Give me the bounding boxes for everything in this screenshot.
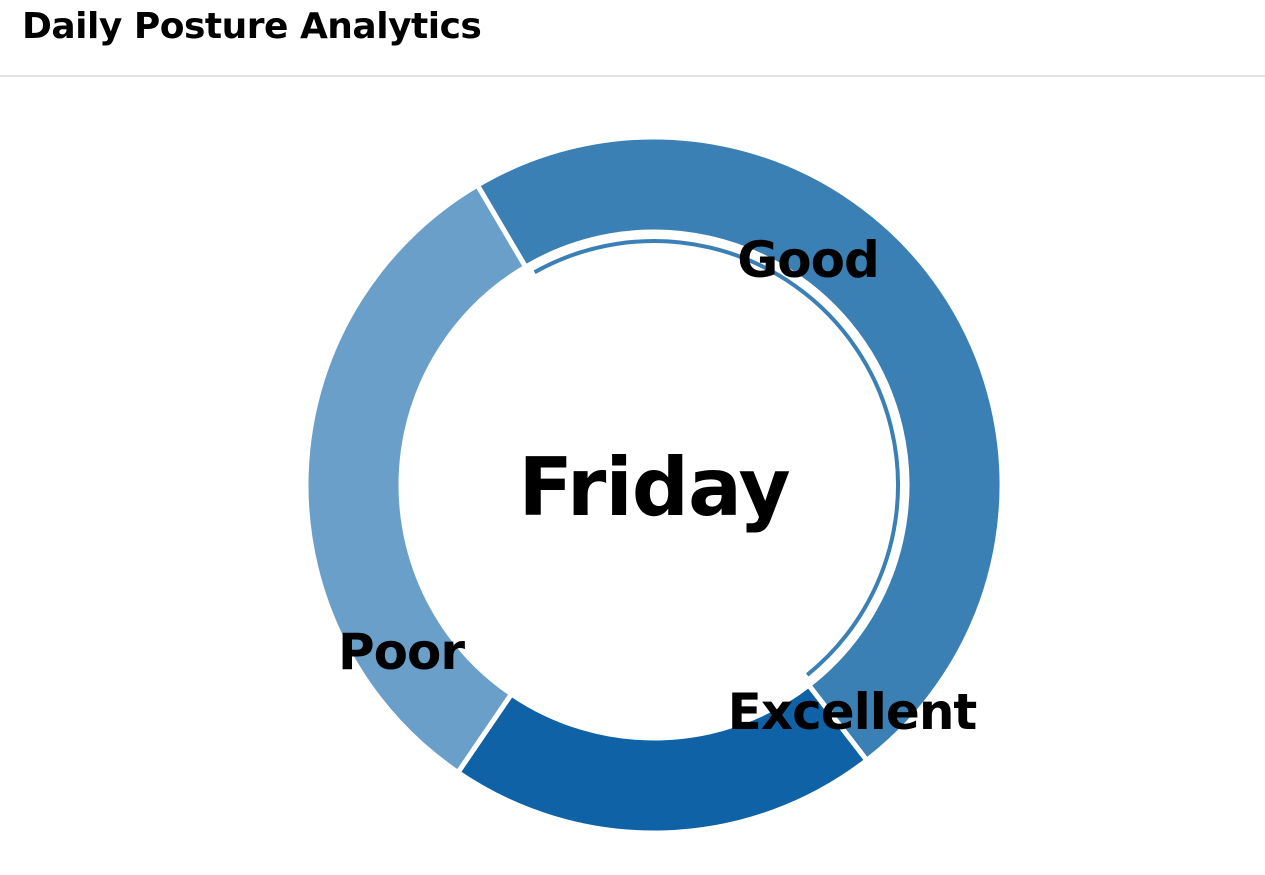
page-title: Daily Posture Analytics xyxy=(22,6,482,47)
slice-label-good: Good xyxy=(737,231,879,289)
center-label: Friday xyxy=(518,441,789,534)
slice-label-excellent: Excellent xyxy=(728,683,977,741)
selected-slice-inner-accent xyxy=(533,239,900,677)
donut-slices xyxy=(303,134,1005,836)
slice-label-poor: Poor xyxy=(338,623,465,681)
slice-excellent[interactable] xyxy=(454,681,871,836)
donut-chart-svg: Good Excellent Poor Friday xyxy=(303,134,1005,836)
slice-good[interactable] xyxy=(473,134,1005,764)
slice-poor[interactable] xyxy=(303,181,530,776)
donut-chart: Good Excellent Poor Friday xyxy=(0,79,1265,875)
header-bar: Daily Posture Analytics xyxy=(0,0,1265,77)
slice-labels: Good Excellent Poor xyxy=(338,231,977,741)
